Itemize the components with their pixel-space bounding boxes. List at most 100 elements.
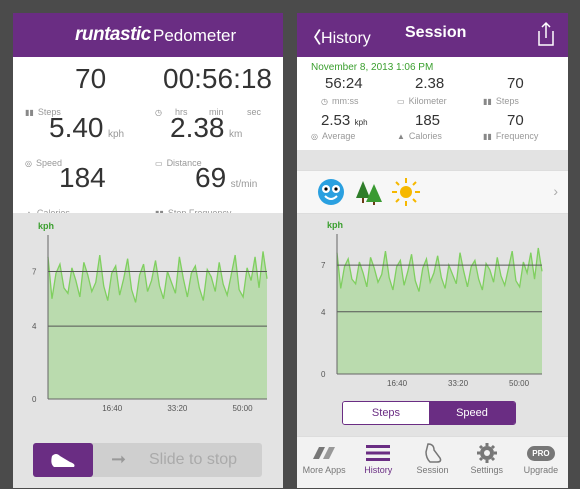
back-button[interactable]: 〈History [305, 30, 371, 47]
steps-label: Steps [495, 96, 519, 106]
live-stats: 70 ▮▮ Steps 00:56:18 ◷ hrs min sec 5.40 k… [13, 57, 283, 225]
distance-value: 2.38 [415, 75, 445, 92]
speed-area [337, 248, 542, 374]
arrow-right-icon: ➞ [111, 449, 127, 469]
brand-logo: runtastic [75, 24, 151, 45]
flame-icon: ▲ [397, 132, 405, 141]
calories-stat: 184 [59, 162, 106, 194]
speed-area [48, 251, 267, 399]
sun-icon [392, 178, 420, 206]
y-tick-label: 0 [32, 395, 37, 404]
speed-line [47, 251, 268, 303]
speed-chart: kph 7 4 0 16:40 33:20 50:00 [13, 213, 283, 433]
ruler-icon: ▭ [155, 159, 163, 168]
shoe-icon [424, 443, 441, 463]
app-name: Pedometer [153, 26, 237, 45]
x-tick-label: 33:20 [167, 404, 188, 413]
avg-speed-value: 2.53 [321, 112, 351, 129]
speed-chart-svg: kph 7 4 0 16:40 33:20 50:00 [32, 221, 268, 413]
x-tick-label: 50:00 [233, 404, 254, 413]
tab-upgrade[interactable]: PRO Upgrade [514, 437, 568, 488]
clock-icon: ◷ [155, 108, 162, 117]
speed-value: 5.40 [49, 112, 104, 143]
pedometer-screen: runtastic Pedometer 70 ▮▮ Steps 00:56:18 … [13, 13, 283, 488]
duration-stat: 00:56:18 [163, 63, 272, 95]
speed-unit: kph [107, 129, 125, 140]
nav-bar: 〈History Session [297, 13, 568, 57]
tab-session[interactable]: Session [405, 437, 459, 488]
y-tick-label: 7 [321, 261, 326, 270]
slider-bar: ➞ Slide to stop [13, 433, 283, 488]
clock-icon: ◷ [321, 97, 328, 106]
frequency-label: Frequency [495, 131, 539, 141]
session-screen: 〈History Session November 8, 2013 1:06 P… [297, 13, 568, 488]
calories-label: Calories [408, 131, 442, 141]
steps-stat: 70 [75, 63, 106, 95]
chevron-right-icon: › [553, 183, 558, 199]
x-tick-label: 16:40 [102, 404, 123, 413]
frequency-unit: st/min [230, 179, 258, 190]
chevron-left-icon: 〈 [305, 30, 322, 47]
footprints-icon: ▮▮ [483, 132, 492, 141]
y-tick-label: 4 [321, 308, 326, 317]
speed-stat: 5.40 kph [49, 112, 124, 144]
frequency-value: 69 [195, 162, 227, 193]
frequency-value: 70 [507, 112, 524, 129]
duration-label: mm:ss [331, 96, 359, 106]
speed-icon: ◎ [311, 132, 318, 141]
page-title: Session [405, 24, 467, 41]
y-tick-label: 4 [32, 322, 37, 331]
x-tick-label: 16:40 [387, 379, 408, 388]
gear-icon [476, 443, 497, 463]
minutes-label: min [209, 107, 224, 117]
smiley-face-icon [318, 179, 344, 205]
separator [297, 150, 568, 170]
x-tick-label: 50:00 [509, 379, 530, 388]
avg-speed-unit: kph [354, 118, 368, 127]
list-icon [366, 445, 391, 461]
x-tick-label: 33:20 [448, 379, 469, 388]
tab-more-apps[interactable]: More Apps [297, 437, 351, 488]
share-icon [538, 21, 554, 46]
apps-icon [313, 447, 336, 459]
session-date: November 8, 2013 1:06 PM [311, 62, 434, 73]
slider-knob[interactable] [33, 443, 93, 477]
calories-value: 184 [59, 162, 106, 193]
distance-label: Distance [166, 158, 202, 168]
y-axis-label: kph [38, 221, 54, 231]
steps-label: Steps [37, 107, 61, 117]
chart-mode-toggle: Steps Speed [342, 401, 516, 425]
footprints-icon: ▮▮ [483, 97, 492, 106]
conditions-row[interactable]: › [297, 170, 568, 214]
y-tick-label: 7 [32, 267, 37, 276]
header-bar: runtastic Pedometer [13, 13, 283, 57]
session-chart-svg: kph 7 4 0 16:40 33:20 50:00 [321, 220, 543, 388]
slide-to-stop-track[interactable]: ➞ Slide to stop [33, 443, 262, 477]
duration-value: 00:56:18 [163, 63, 272, 94]
tab-settings[interactable]: Settings [460, 437, 514, 488]
steps-toggle[interactable]: Steps [343, 402, 429, 424]
shoe-icon [51, 454, 75, 467]
avg-speed-label: Average [321, 131, 356, 141]
speed-label: Speed [35, 158, 63, 168]
distance-unit: km [228, 129, 243, 140]
frequency-stat: 69 st/min [195, 162, 257, 194]
distance-stat: 2.38 km [170, 112, 242, 144]
seconds-label: sec [247, 107, 262, 117]
share-button[interactable] [534, 19, 558, 49]
speed-icon: ◎ [25, 159, 32, 168]
y-axis-label: kph [327, 220, 343, 230]
speed-toggle[interactable]: Speed [429, 402, 515, 424]
duration-value: 56:24 [325, 75, 363, 92]
steps-value: 70 [75, 63, 107, 94]
session-speed-chart: kph 7 4 0 16:40 33:20 50:00 [297, 214, 568, 392]
steps-value: 70 [507, 75, 524, 92]
slider-label: Slide to stop [149, 451, 238, 468]
hours-label: hrs [175, 107, 188, 117]
tab-bar: More Apps History Session Settings PRO U… [297, 436, 568, 488]
distance-label: Kilometer [408, 96, 447, 106]
forest-icon [356, 181, 382, 205]
speed-line [336, 247, 543, 292]
footprints-icon: ▮▮ [25, 108, 34, 117]
tab-history[interactable]: History [351, 437, 405, 488]
